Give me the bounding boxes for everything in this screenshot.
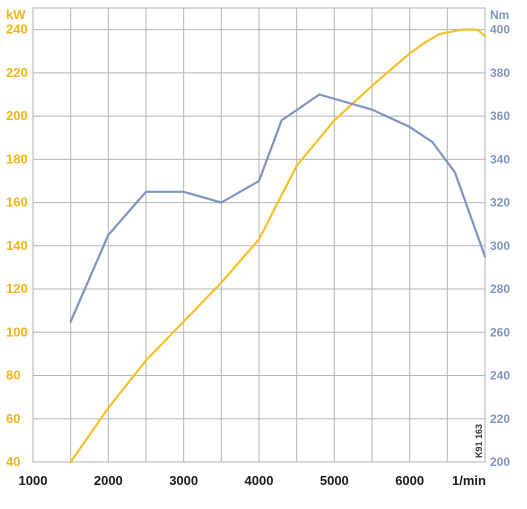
x-tick-label: 6000 [395, 473, 424, 488]
left-y-tick-label: 40 [6, 454, 20, 469]
x-tick-label: 3000 [169, 473, 198, 488]
right-y-tick-label: 360 [490, 109, 510, 123]
x-tick-label: 5000 [320, 473, 349, 488]
grid [33, 8, 485, 462]
right-y-tick-label: 240 [490, 369, 510, 383]
left-y-tick-label: 200 [6, 108, 28, 123]
left-y-tick-label: 220 [6, 65, 28, 80]
left-y-tick-label: 140 [6, 238, 28, 253]
right-y-tick-label: 320 [490, 196, 510, 210]
left-y-tick-label: 160 [6, 195, 28, 210]
left-y-tick-label: 180 [6, 151, 28, 166]
torque-series-line [69, 93, 487, 323]
right-y-tick-label: 300 [490, 239, 510, 253]
figure-code: K91 163 [474, 424, 484, 458]
left-y-tick-label: 240 [6, 22, 28, 37]
right-y-tick-label: 400 [490, 23, 510, 37]
left-y-tick-label: 100 [6, 324, 28, 339]
right-y-tick-label: 340 [490, 152, 510, 166]
right-y-tick-label: 260 [490, 325, 510, 339]
left-y-tick-label: 120 [6, 281, 28, 296]
x-tick-label: 2000 [94, 473, 123, 488]
series-layer [69, 28, 487, 464]
left-y-tick-label: 80 [6, 368, 20, 383]
x-axis-unit-label: 1/min [452, 473, 486, 488]
power-series-line [69, 28, 487, 464]
right-y-tick-label: 200 [490, 455, 510, 469]
plot-frame [32, 7, 486, 463]
x-tick-label: 1000 [19, 473, 48, 488]
right-y-tick-label: 280 [490, 282, 510, 296]
right-axis-unit-label: Nm [490, 8, 509, 22]
left-axis-unit-label: kW [6, 7, 26, 22]
right-y-tick-label: 220 [490, 412, 510, 426]
right-y-tick-label: 380 [490, 66, 510, 80]
left-y-tick-label: 60 [6, 411, 20, 426]
x-tick-label: 4000 [245, 473, 274, 488]
tick-labels: 1000 2000 3000 4000 5000 6000 40 60 80 100 120 140 1… [6, 22, 510, 488]
